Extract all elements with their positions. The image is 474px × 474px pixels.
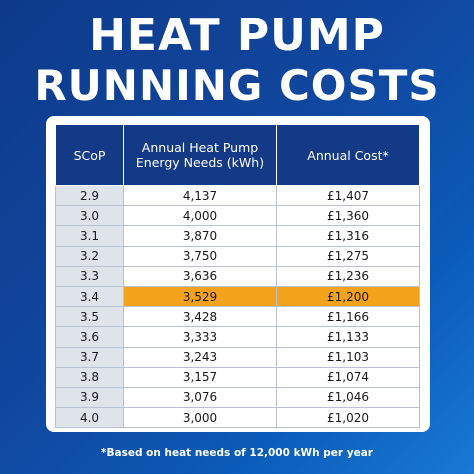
cell-scop: 3.2 [55,245,124,267]
cell-annual-cost: £1,074 [276,366,420,388]
table-body: 2.9 4,137 £1,407 3.0 4,000 £1,360 3.1 3,870 £1,3… [55,184,420,429]
table-row: 3.4 3,529 £1,200 [55,285,420,308]
cell-scop: 3.7 [55,346,124,368]
table-row: 2.9 4,137 £1,407 [55,184,420,207]
table-row: 3.9 3,076 £1,046 [55,386,420,409]
cell-annual-cost: £1,200 [276,285,420,308]
cell-energy-needs: 4,137 [123,184,277,207]
header-annual-cost: Annual Cost* [276,124,420,186]
cell-energy-needs: 3,428 [123,306,277,328]
cell-energy-needs: 3,157 [123,366,277,388]
cell-energy-needs: 3,870 [123,225,277,247]
title-line-2: RUNNING COSTS [34,61,440,110]
table-row: 3.1 3,870 £1,316 [55,225,420,247]
cell-annual-cost: £1,360 [276,205,420,227]
cell-annual-cost: £1,133 [276,326,420,348]
cell-scop: 3.0 [55,205,124,227]
table-row: 3.6 3,333 £1,133 [55,326,420,348]
cell-energy-needs: 3,750 [123,245,277,267]
cell-energy-needs: 3,529 [123,285,277,308]
cell-scop: 3.9 [55,386,124,409]
cell-scop: 3.3 [55,265,124,287]
cell-scop: 2.9 [55,184,124,207]
table-header-row: SCoP Annual Heat Pump Energy Needs (kWh)… [55,124,420,186]
title-line-1: HEAT PUMP [89,10,385,61]
table-row: 3.7 3,243 £1,103 [55,346,420,368]
cell-annual-cost: £1,236 [276,265,420,287]
table-card: SCoP Annual Heat Pump Energy Needs (kWh)… [46,116,430,432]
cell-annual-cost: £1,275 [276,245,420,267]
running-costs-table: SCoP Annual Heat Pump Energy Needs (kWh)… [55,124,420,429]
cell-scop: 4.0 [55,407,124,429]
table-row: 3.3 3,636 £1,236 [55,265,420,287]
table-row: 3.5 3,428 £1,166 [55,306,420,328]
cell-energy-needs: 4,000 [123,205,277,227]
cell-annual-cost: £1,103 [276,346,420,368]
cell-energy-needs: 3,000 [123,407,277,429]
table-row: 3.0 4,000 £1,360 [55,205,420,227]
cell-scop: 3.1 [55,225,124,247]
table-row: 3.2 3,750 £1,275 [55,245,420,267]
cell-energy-needs: 3,636 [123,265,277,287]
table-row: 3.8 3,157 £1,074 [55,366,420,388]
header-scop: SCoP [55,124,124,186]
cell-scop: 3.5 [55,306,124,328]
cell-scop: 3.6 [55,326,124,348]
cell-annual-cost: £1,166 [276,306,420,328]
footnote: *Based on heat needs of 12,000 kWh per y… [101,447,373,459]
cell-annual-cost: £1,316 [276,225,420,247]
cell-energy-needs: 3,333 [123,326,277,348]
cell-scop: 3.4 [55,285,124,308]
cell-scop: 3.8 [55,366,124,388]
cell-annual-cost: £1,407 [276,184,420,207]
header-energy-needs: Annual Heat Pump Energy Needs (kWh) [123,124,277,186]
cell-annual-cost: £1,046 [276,386,420,409]
table-row: 4.0 3,000 £1,020 [55,407,420,429]
cell-energy-needs: 3,243 [123,346,277,368]
cell-annual-cost: £1,020 [276,407,420,429]
cell-energy-needs: 3,076 [123,386,277,409]
